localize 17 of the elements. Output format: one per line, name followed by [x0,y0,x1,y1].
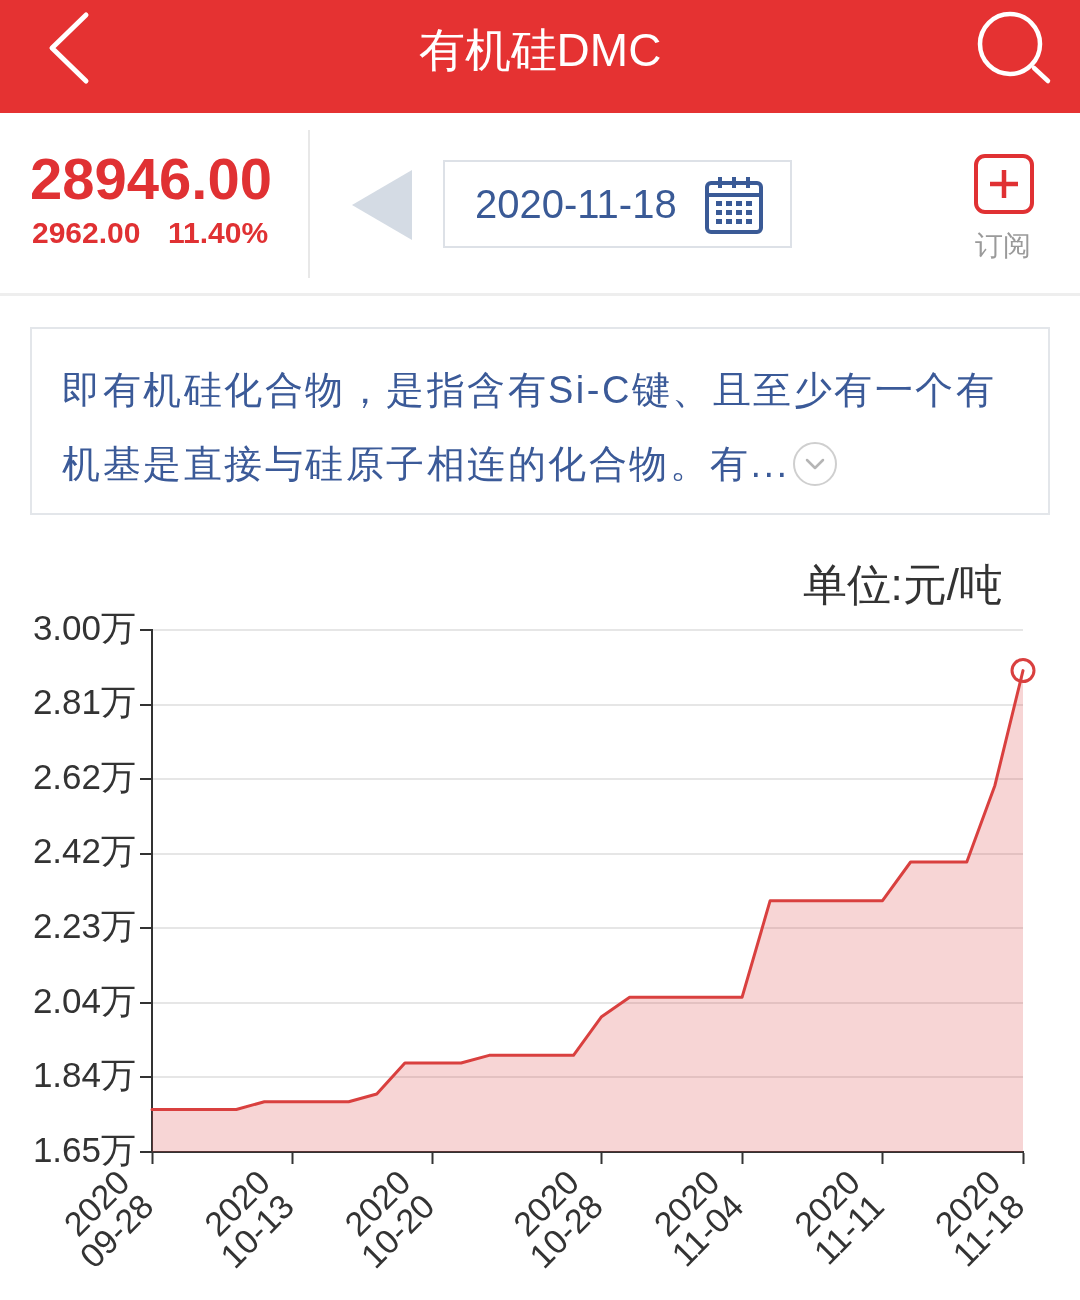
y-tick-label: 2.81万 [32,682,136,722]
y-tick-label: 1.84万 [32,1055,136,1095]
y-tick-label: 2.62万 [32,756,136,796]
chart-subtitle: 即有机硅化合物，是指含有Si-C键、且至少有一个有机基是直接与硅原子相连的化合物。有... [62,369,997,485]
y-tick-label: 1.65万 [32,1129,136,1169]
text: 2962.00 [32,215,141,251]
y-axis-title: 单位:元/吨 [802,559,1003,611]
y-tick-label: 2.42万 [32,831,136,871]
y-tick-label: 3.00万 [32,607,136,647]
text: 11.40% [168,215,269,251]
y-tick-label: 2.04万 [32,980,136,1020]
text: 28946.00 [30,146,272,212]
description-panel: 即有机硅化合物，是指含有Si-C键、且至少有一个有机基是直接与硅原子相连的化合物。有... [30,327,1050,515]
chart-title: 有机硅DMC [417,23,663,78]
y-tick-label: 2.23万 [32,905,136,945]
text: 订阅 [974,229,1032,263]
date-field: 2020-11-18 [443,160,792,248]
